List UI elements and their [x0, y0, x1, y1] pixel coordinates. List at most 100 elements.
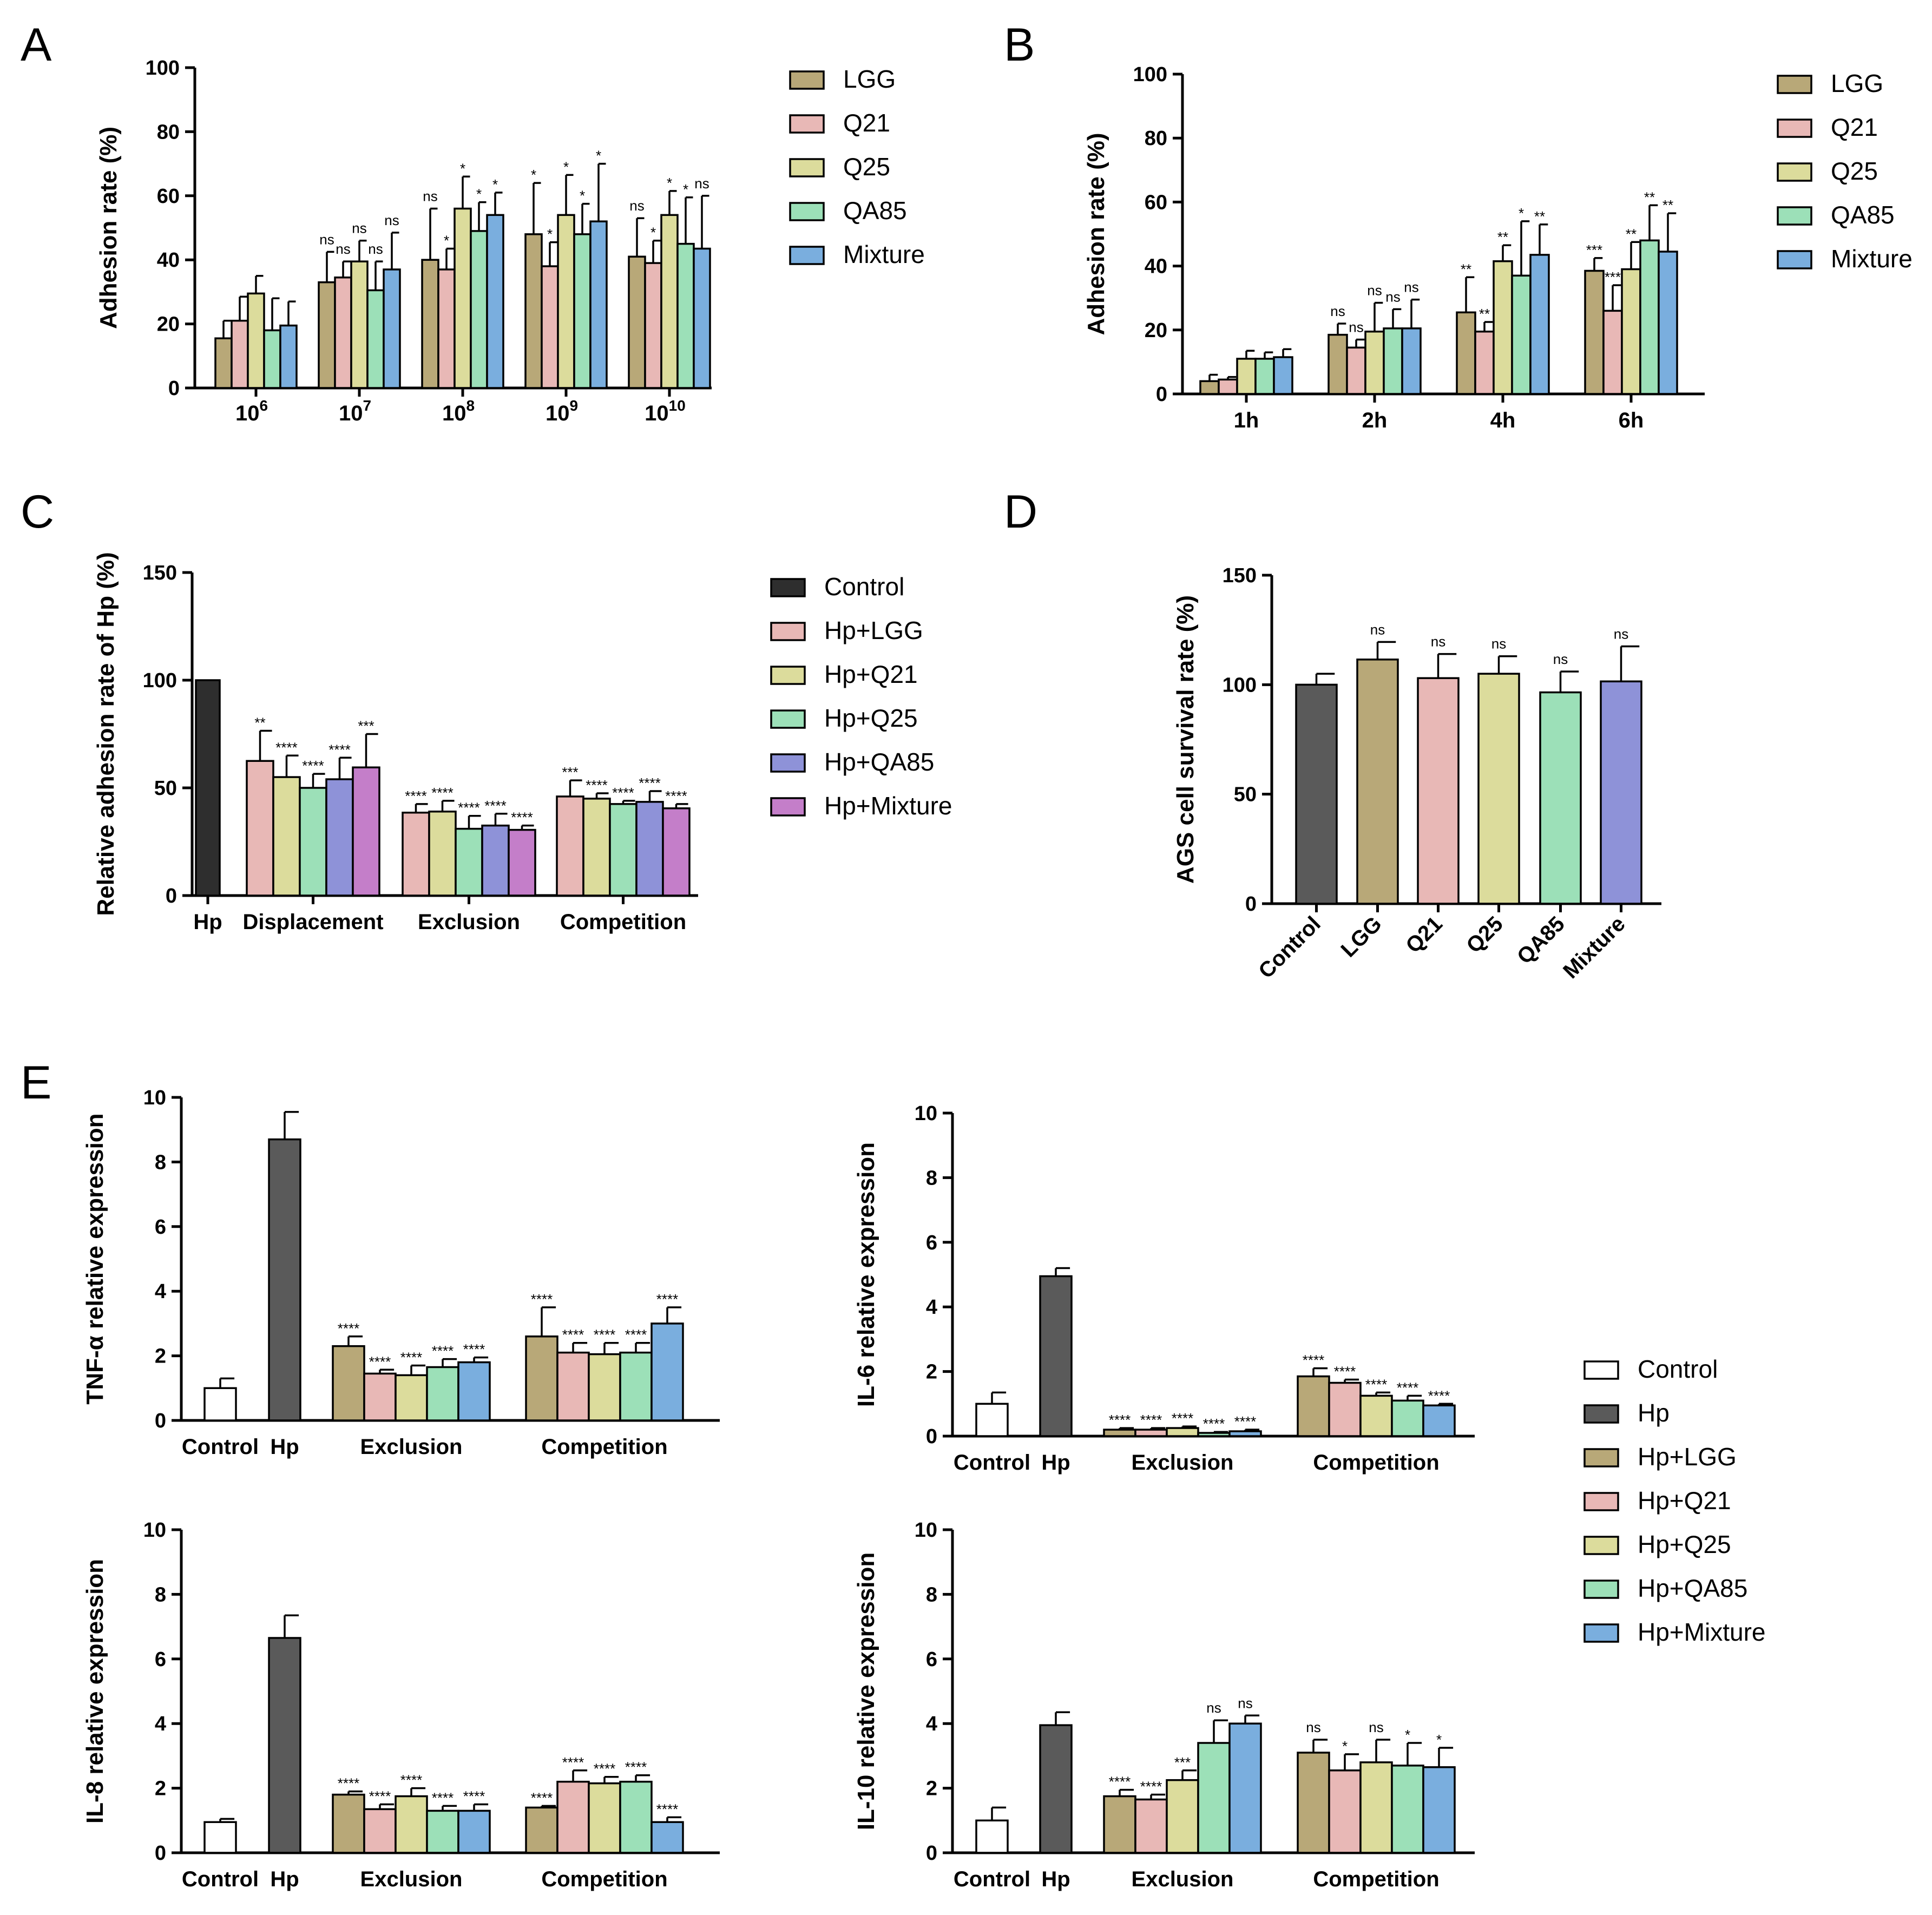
y-tick-label: 0 [155, 1410, 166, 1432]
bar [428, 811, 457, 897]
significance-label: * [596, 148, 601, 164]
y-tick-label: 6 [155, 1648, 166, 1671]
x-category-label: 106 [235, 397, 268, 425]
y-axis-title: Adhesion rate (%) [1083, 133, 1109, 335]
bar [1328, 333, 1348, 395]
significance-label: ns [336, 241, 350, 257]
legend-swatch [1777, 119, 1812, 138]
panel-letter: A [21, 19, 52, 71]
y-tick-label: 6 [926, 1648, 937, 1671]
significance-label: * [683, 181, 688, 198]
x-category-exponent: 9 [569, 397, 578, 414]
y-tick-label: 8 [155, 1151, 166, 1174]
significance-label: **** [665, 788, 687, 804]
bar [457, 1809, 491, 1854]
bar [635, 801, 664, 897]
significance-label: **** [1334, 1364, 1356, 1380]
bar [1422, 1404, 1456, 1437]
significance-label: ns [629, 198, 644, 214]
significance-label: **** [275, 739, 297, 755]
significance-label: **** [484, 798, 506, 814]
y-tick-label: 10 [143, 1519, 166, 1542]
y-tick-label: 4 [926, 1296, 937, 1319]
significance-label: * [476, 186, 482, 202]
y-tick-label: 100 [146, 57, 180, 80]
significance-label: ns [1330, 303, 1345, 319]
bar [1328, 1769, 1362, 1854]
y-tick-label: 50 [1234, 784, 1257, 806]
significance-label: **** [612, 785, 634, 801]
x-category-label: Hp [193, 910, 222, 934]
y-tick-label: 100 [143, 669, 177, 692]
bar [1539, 691, 1582, 905]
significance-label: * [547, 226, 553, 242]
y-tick-label: 4 [155, 1713, 166, 1735]
significance-label: ns [352, 220, 366, 236]
bar [662, 807, 691, 897]
bar [486, 214, 504, 389]
significance-label: * [667, 175, 672, 191]
bar [1297, 1752, 1330, 1854]
x-category-label: Control [954, 1867, 1030, 1891]
legend-E: Control Hp Hp+LGG Hp+Q21 Hp+Q25 Hp+QA85 Hp+Mix… [1583, 1355, 1765, 1646]
bar [1254, 358, 1275, 395]
significance-label: * [563, 159, 569, 175]
y-tick-label: 60 [157, 185, 180, 208]
bar [557, 214, 575, 389]
significance-label: ns [423, 188, 437, 204]
significance-label: * [460, 160, 465, 176]
legend-swatch [770, 753, 806, 773]
bar [1356, 659, 1399, 905]
significance-label: **** [511, 810, 533, 826]
y-tick-label: 100 [1223, 674, 1257, 696]
x-category-label: Control [954, 1451, 1030, 1475]
significance-label: **** [562, 1327, 584, 1343]
legend-swatch [770, 578, 806, 597]
y-axis-title: AGS cell survival rate (%) [1172, 595, 1199, 884]
y-tick-label: 80 [157, 121, 180, 143]
bar [1391, 1399, 1424, 1437]
significance-label: **** [463, 1788, 485, 1804]
bar [573, 233, 592, 389]
y-tick-label: 80 [1145, 127, 1167, 150]
bar [363, 1808, 397, 1854]
bar [421, 259, 439, 389]
panel-E2: 0 2 4 6 8 10 IL-6 relative expression Control Hp… [853, 1102, 1475, 1475]
bar [318, 281, 336, 389]
x-category-exponent: 6 [259, 397, 268, 414]
bar [1228, 1722, 1262, 1854]
significance-label: ns [1385, 288, 1400, 305]
y-tick-label: 0 [926, 1425, 937, 1448]
panel-letter: C [21, 486, 54, 538]
panel-letter: B [1004, 19, 1035, 71]
bar [195, 679, 221, 897]
x-category-label: Q21 [1401, 912, 1447, 958]
significance-label: **** [1109, 1412, 1131, 1428]
y-axis-title: Adhesion rate (%) [95, 127, 122, 329]
significance-label: ns [1431, 634, 1445, 650]
significance-label: **** [625, 1327, 647, 1343]
significance-label: ns [1306, 1719, 1320, 1735]
significance-label: ns [1349, 319, 1363, 335]
bar [263, 329, 281, 389]
bar [588, 1782, 621, 1854]
y-tick-label: 0 [1245, 893, 1257, 916]
legend-swatch [1777, 162, 1812, 182]
panel-E1: E 0 2 4 6 8 10 TNF-α relative expression Control… [21, 1057, 720, 1459]
significance-label: **** [1172, 1410, 1193, 1426]
legend-swatch [770, 666, 806, 685]
bar [1218, 378, 1238, 395]
bar [1236, 358, 1257, 395]
x-category-label: Mixture [1559, 912, 1630, 983]
y-tick-label: 2 [926, 1778, 937, 1800]
significance-label: ** [1461, 261, 1471, 277]
y-tick-label: 10 [915, 1102, 937, 1125]
significance-label: ** [1644, 189, 1655, 205]
significance-label: ns [1367, 282, 1382, 299]
significance-label: ns [1614, 626, 1628, 642]
bar [1328, 1381, 1362, 1437]
significance-label: **** [1428, 1387, 1450, 1404]
legend-swatch [770, 797, 806, 817]
legend-label: Hp+QA85 [824, 748, 934, 776]
